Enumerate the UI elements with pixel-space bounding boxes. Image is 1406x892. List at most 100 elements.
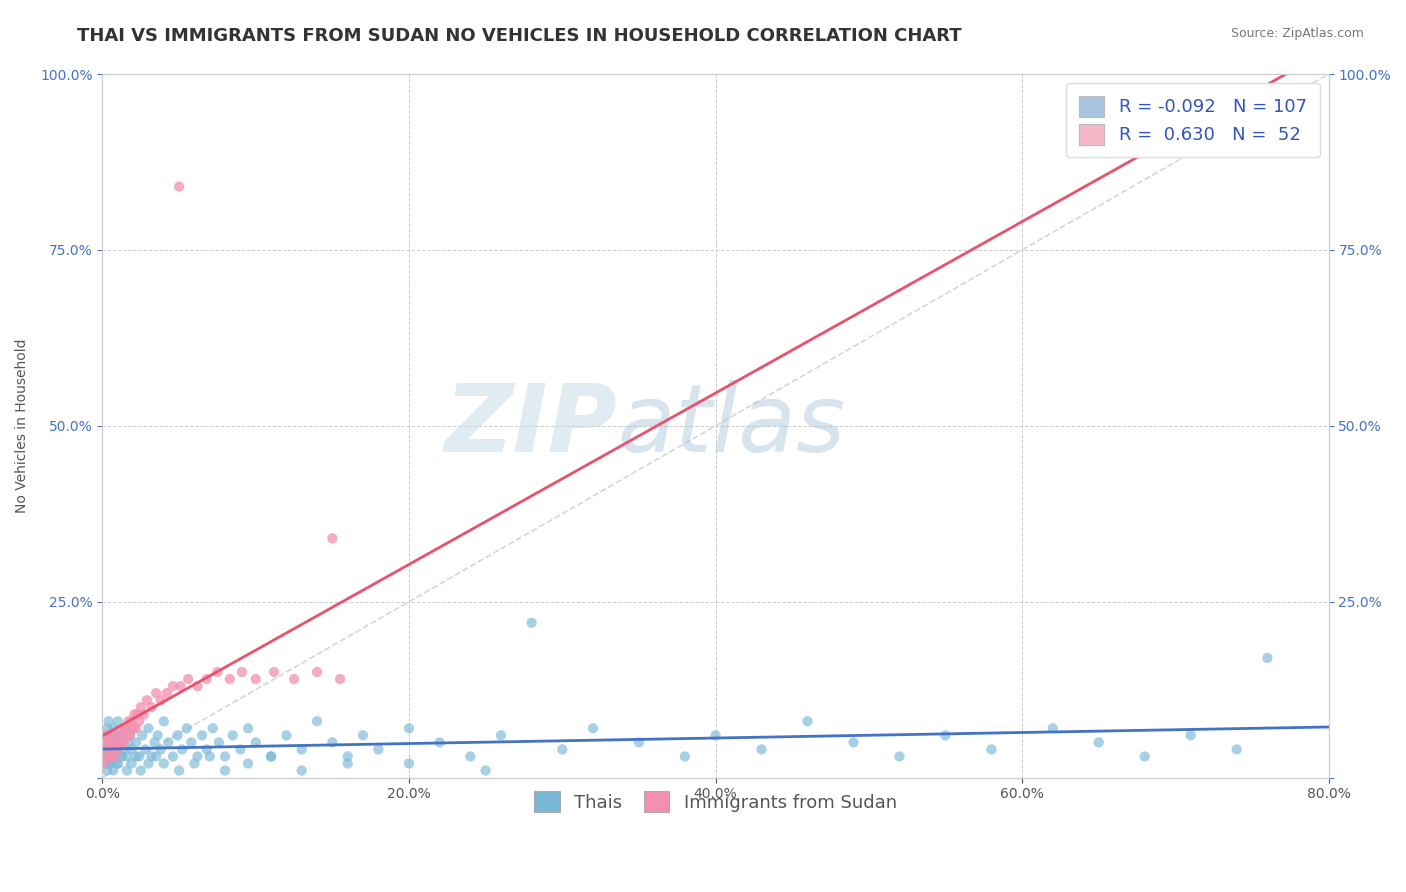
Point xyxy=(166,728,188,742)
Point xyxy=(167,764,190,778)
Point xyxy=(263,665,285,679)
Point xyxy=(283,672,305,686)
Point xyxy=(115,728,138,742)
Point xyxy=(103,742,125,756)
Point xyxy=(1226,742,1249,756)
Point xyxy=(201,721,224,735)
Point xyxy=(398,721,420,735)
Point xyxy=(305,714,328,729)
Point xyxy=(103,764,125,778)
Point xyxy=(98,728,121,742)
Point xyxy=(96,742,118,756)
Text: ZIP: ZIP xyxy=(444,380,617,472)
Point xyxy=(98,756,121,771)
Text: THAI VS IMMIGRANTS FROM SUDAN NO VEHICLES IN HOUSEHOLD CORRELATION CHART: THAI VS IMMIGRANTS FROM SUDAN NO VEHICLE… xyxy=(77,27,962,45)
Point xyxy=(305,665,328,679)
Point xyxy=(145,749,167,764)
Point xyxy=(138,756,160,771)
Point xyxy=(149,693,172,707)
Point xyxy=(198,749,221,764)
Point xyxy=(100,749,122,764)
Point xyxy=(980,742,1002,756)
Point xyxy=(96,749,118,764)
Point xyxy=(124,707,146,722)
Point xyxy=(105,728,128,742)
Point xyxy=(94,749,117,764)
Point xyxy=(127,707,149,722)
Point xyxy=(186,679,208,693)
Point xyxy=(100,728,122,742)
Point xyxy=(520,615,543,630)
Point xyxy=(291,742,314,756)
Point xyxy=(94,728,117,742)
Point xyxy=(627,735,650,749)
Point xyxy=(551,742,574,756)
Point xyxy=(582,721,605,735)
Point xyxy=(104,749,127,764)
Point xyxy=(751,742,773,756)
Point xyxy=(110,749,132,764)
Point xyxy=(103,721,125,735)
Point xyxy=(115,764,138,778)
Point xyxy=(93,756,115,771)
Point xyxy=(117,735,139,749)
Point xyxy=(1133,749,1156,764)
Point xyxy=(115,749,138,764)
Point xyxy=(98,735,121,749)
Point xyxy=(103,728,125,742)
Point xyxy=(122,721,145,735)
Legend: Thais, Immigrants from Sudan: Thais, Immigrants from Sudan xyxy=(522,779,910,825)
Point xyxy=(321,532,343,546)
Point xyxy=(129,764,152,778)
Point xyxy=(156,686,179,700)
Point xyxy=(183,756,205,771)
Text: atlas: atlas xyxy=(617,380,846,471)
Point xyxy=(195,742,218,756)
Point xyxy=(186,749,208,764)
Point xyxy=(329,672,352,686)
Point xyxy=(107,742,129,756)
Point xyxy=(111,728,134,742)
Point xyxy=(107,714,129,729)
Point xyxy=(104,735,127,749)
Point xyxy=(195,672,218,686)
Point xyxy=(135,693,157,707)
Point xyxy=(245,672,267,686)
Point xyxy=(207,665,229,679)
Point xyxy=(167,179,190,194)
Point xyxy=(145,686,167,700)
Point xyxy=(125,735,148,749)
Point xyxy=(208,735,231,749)
Point xyxy=(138,721,160,735)
Point xyxy=(100,735,122,749)
Point xyxy=(96,764,118,778)
Text: Source: ZipAtlas.com: Source: ZipAtlas.com xyxy=(1230,27,1364,40)
Point xyxy=(107,742,129,756)
Point xyxy=(236,721,259,735)
Point xyxy=(218,672,240,686)
Point xyxy=(97,735,120,749)
Point xyxy=(98,756,121,771)
Point xyxy=(291,764,314,778)
Point xyxy=(111,749,134,764)
Point xyxy=(260,749,283,764)
Point xyxy=(129,700,152,714)
Point xyxy=(176,721,198,735)
Point xyxy=(121,714,143,729)
Point xyxy=(169,679,191,693)
Point xyxy=(152,756,174,771)
Point xyxy=(398,756,420,771)
Point xyxy=(474,764,496,778)
Point xyxy=(104,749,127,764)
Point xyxy=(122,721,145,735)
Point xyxy=(214,749,236,764)
Point xyxy=(114,721,136,735)
Point xyxy=(96,721,118,735)
Point xyxy=(321,735,343,749)
Point xyxy=(114,721,136,735)
Point xyxy=(97,749,120,764)
Point xyxy=(842,735,865,749)
Point xyxy=(336,756,359,771)
Point xyxy=(191,728,214,742)
Point xyxy=(128,714,150,729)
